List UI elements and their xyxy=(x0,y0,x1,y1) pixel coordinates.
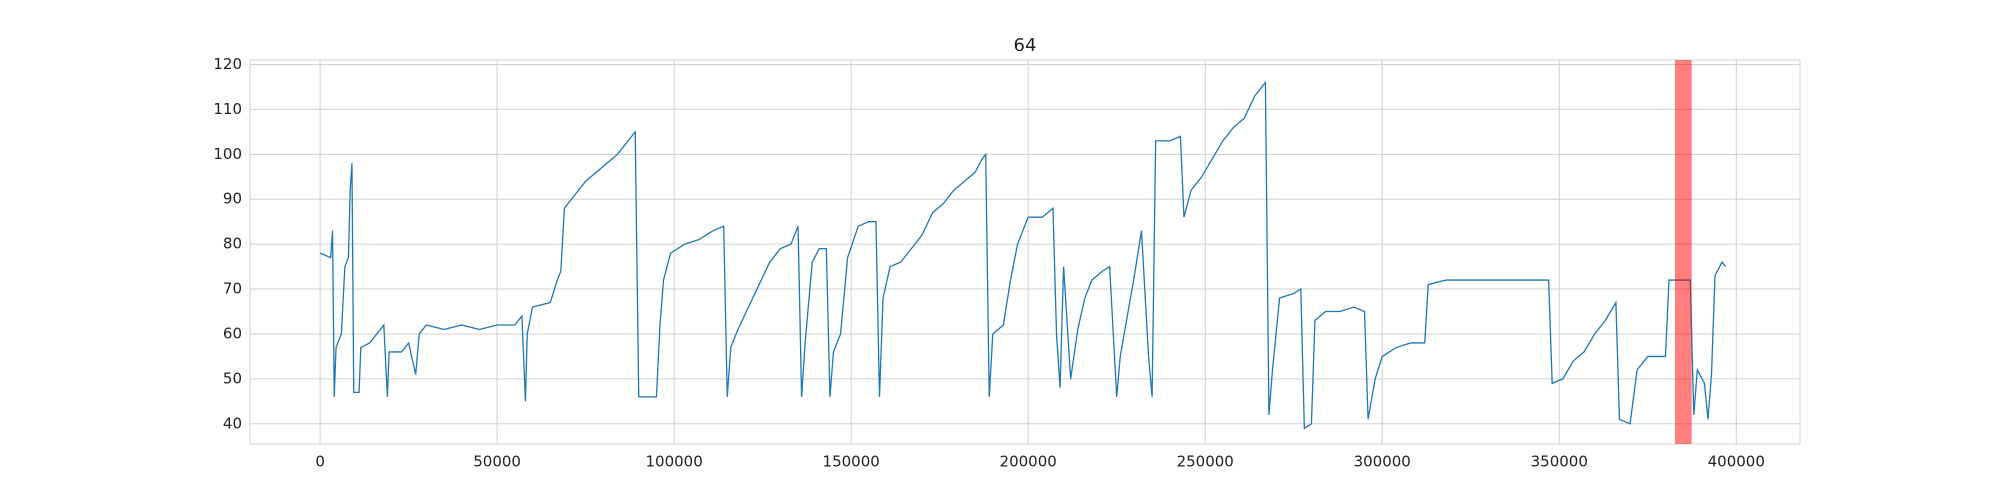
x-tick-label: 350000 xyxy=(1531,453,1588,471)
y-tick-label: 100 xyxy=(213,145,242,163)
y-tick-label: 50 xyxy=(223,369,242,387)
y-tick-label: 60 xyxy=(223,324,242,342)
y-tick-label: 80 xyxy=(223,235,242,253)
x-tick-label: 200000 xyxy=(1000,453,1057,471)
x-tick-label: 400000 xyxy=(1708,453,1765,471)
y-tick-label: 90 xyxy=(223,190,242,208)
y-tick-label: 120 xyxy=(213,55,242,73)
highlight-span xyxy=(1675,60,1692,444)
plot-frame xyxy=(249,59,1801,445)
y-tick-label: 40 xyxy=(223,414,242,432)
chart-title: 64 xyxy=(1014,35,1037,56)
x-tick-label: 250000 xyxy=(1177,453,1234,471)
y-tick-label: 70 xyxy=(223,280,242,298)
series-line xyxy=(319,80,1727,430)
x-tick-label: 300000 xyxy=(1354,453,1411,471)
x-tick-label: 150000 xyxy=(823,453,880,471)
x-tick-label: 50000 xyxy=(473,453,521,471)
y-tick-label: 110 xyxy=(213,100,242,118)
x-tick-label: 0 xyxy=(315,453,325,471)
x-tick-label: 100000 xyxy=(646,453,703,471)
